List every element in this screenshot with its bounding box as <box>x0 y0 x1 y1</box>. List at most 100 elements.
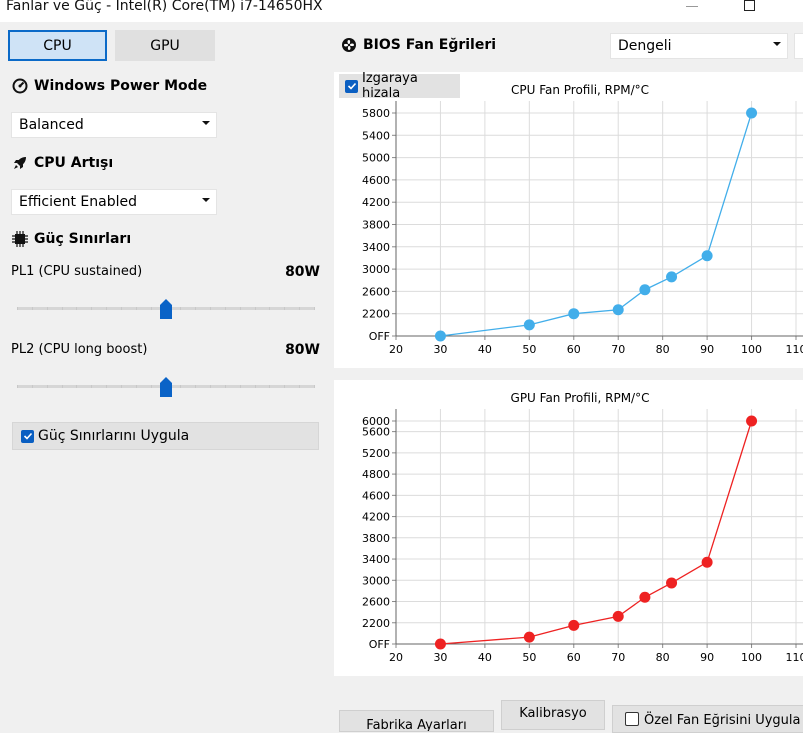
x-tick-label: 100 <box>741 651 762 664</box>
snap-to-grid-label: Izgaraya hizala <box>362 71 460 101</box>
data-point <box>613 304 624 315</box>
maximize-icon[interactable] <box>744 0 755 11</box>
series-line <box>440 421 751 644</box>
calibration-button[interactable]: Kalibrasyo <box>501 700 605 730</box>
y-tick-label: 3400 <box>362 553 390 566</box>
chart-title: CPU Fan Profili, RPM/°C <box>511 83 649 97</box>
y-tick-label: 2600 <box>362 596 390 609</box>
data-point <box>568 620 579 631</box>
data-point <box>746 108 757 119</box>
data-point <box>524 632 535 643</box>
pl2-slider-thumb[interactable] <box>160 375 172 397</box>
y-tick-label: 4800 <box>362 468 390 481</box>
pl2-slider[interactable] <box>17 371 315 401</box>
chart-title: GPU Fan Profili, RPM/°C <box>511 391 650 405</box>
fan-curves-title: BIOS Fan Eğrileri <box>363 37 496 53</box>
y-tick-label: 4200 <box>362 511 390 524</box>
power-mode-heading: Windows Power Mode <box>12 78 207 94</box>
fan-profile-value: Dengeli <box>618 38 672 54</box>
snap-to-grid-checkbox[interactable]: Izgaraya hizala <box>339 74 460 98</box>
tab-gpu[interactable]: GPU <box>115 30 215 61</box>
x-tick-label: 110 <box>786 343 803 356</box>
x-tick-label: 40 <box>478 343 492 356</box>
y-tick-label: OFF <box>369 638 390 651</box>
power-limits-title: Güç Sınırları <box>34 231 131 247</box>
x-tick-label: 90 <box>700 343 714 356</box>
apply-power-limits-label: Güç Sınırlarını Uygula <box>38 428 189 444</box>
data-point <box>524 319 535 330</box>
pl1-value: 80W <box>285 264 320 280</box>
pl1-slider[interactable] <box>17 293 315 323</box>
data-point <box>568 308 579 319</box>
x-tick-label: 70 <box>611 651 625 664</box>
y-tick-label: 2200 <box>362 617 390 630</box>
y-tick-label: 4200 <box>362 196 390 209</box>
x-tick-label: 80 <box>656 343 670 356</box>
chevron-down-icon <box>202 121 210 125</box>
power-mode-select[interactable]: Balanced <box>11 112 217 138</box>
x-tick-label: 90 <box>700 651 714 664</box>
chevron-down-icon <box>773 42 781 46</box>
x-tick-label: 110 <box>786 651 803 664</box>
chevron-down-icon <box>202 198 210 202</box>
x-tick-label: 50 <box>522 343 536 356</box>
checkbox-checked-icon[interactable] <box>345 80 358 93</box>
y-tick-label: 5200 <box>362 447 390 460</box>
calibration-label: Kalibrasyo <box>519 706 586 721</box>
factory-settings-button[interactable]: Fabrika Ayarları <box>339 710 494 732</box>
chip-icon <box>12 231 28 247</box>
y-tick-label: 3000 <box>362 574 390 587</box>
fan-curves-heading: BIOS Fan Eğrileri <box>341 37 496 53</box>
y-tick-label: 3400 <box>362 241 390 254</box>
cpu-boost-select[interactable]: Efficient Enabled <box>11 189 217 215</box>
y-tick-label: 2600 <box>362 285 390 298</box>
fan-extra-button[interactable] <box>794 33 803 59</box>
x-tick-label: 50 <box>522 651 536 664</box>
x-tick-label: 30 <box>433 343 447 356</box>
pl2-value: 80W <box>285 342 320 358</box>
y-tick-label: 4600 <box>362 489 390 502</box>
x-tick-label: 60 <box>567 343 581 356</box>
y-tick-label: 3800 <box>362 532 390 545</box>
data-point <box>666 577 677 588</box>
y-tick-label: 3000 <box>362 263 390 276</box>
checkbox-checked-icon[interactable] <box>21 430 34 443</box>
minimize-icon[interactable] <box>686 6 698 7</box>
y-tick-label: 6000 <box>362 415 390 428</box>
y-tick-label: 4600 <box>362 174 390 187</box>
data-point <box>435 331 446 342</box>
rocket-icon <box>12 155 28 171</box>
power-mode-value: Balanced <box>19 117 84 133</box>
power-limits-heading: Güç Sınırları <box>12 231 131 247</box>
apply-power-limits-checkbox[interactable]: Güç Sınırlarını Uygula <box>12 422 319 450</box>
power-mode-title: Windows Power Mode <box>34 78 207 94</box>
y-tick-label: 5800 <box>362 107 390 120</box>
fan-profile-select[interactable]: Dengeli <box>610 33 788 59</box>
checkbox-unchecked-icon[interactable] <box>625 712 639 726</box>
data-point <box>639 284 650 295</box>
pl2-label: PL2 (CPU long boost) <box>11 342 147 357</box>
y-tick-label: 5400 <box>362 129 390 142</box>
custom-curve-checkbox[interactable]: Özel Fan Eğrisini Uygula <box>612 705 803 733</box>
y-tick-label: 3800 <box>362 219 390 232</box>
tab-cpu[interactable]: CPU <box>8 30 107 61</box>
data-point <box>613 611 624 622</box>
pl1-slider-thumb[interactable] <box>160 297 172 319</box>
custom-curve-label: Özel Fan Eğrisini Uygula <box>644 713 801 728</box>
fan-icon <box>341 37 357 53</box>
x-tick-label: 20 <box>389 651 403 664</box>
x-tick-label: 70 <box>611 343 625 356</box>
y-tick-label: 5000 <box>362 152 390 165</box>
x-tick-label: 100 <box>741 343 762 356</box>
cpu-boost-value: Efficient Enabled <box>19 194 137 210</box>
data-point <box>666 271 677 282</box>
cpu-boost-title: CPU Artışı <box>34 155 113 171</box>
x-tick-label: 80 <box>656 651 670 664</box>
x-tick-label: 60 <box>567 651 581 664</box>
window-title: Fanlar ve Güç - Intel(R) Core(TM) i7-146… <box>6 0 323 14</box>
cpu-boost-heading: CPU Artışı <box>12 155 113 171</box>
